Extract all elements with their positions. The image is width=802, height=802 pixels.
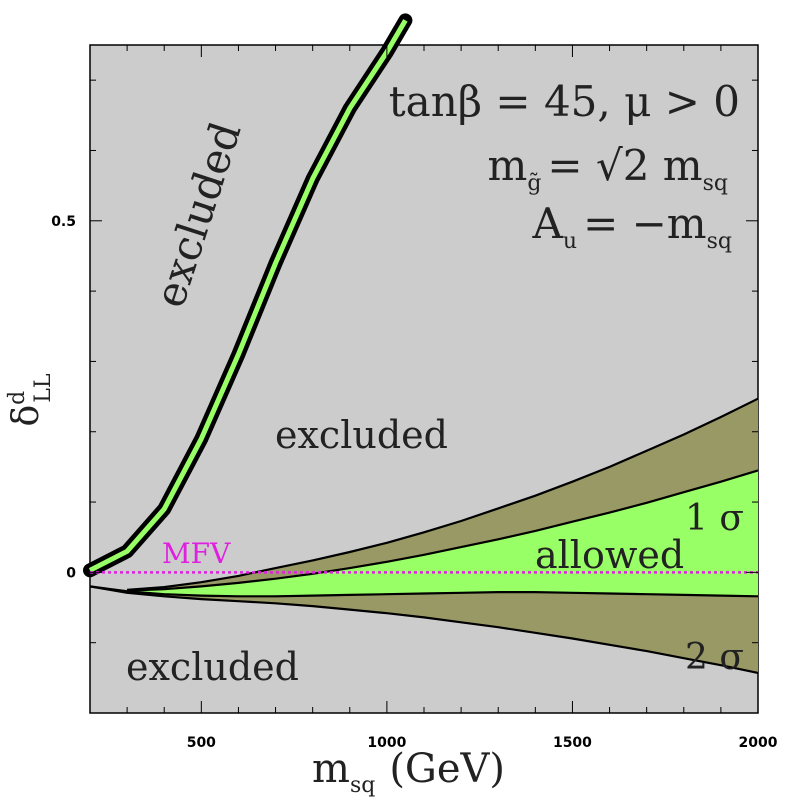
parameter-annotation: tanβ = 45, μ > 0 mg̃ = √2 msq Au = −msq [389, 77, 740, 254]
y-axis-title-main: δ [6, 405, 47, 427]
line-2sigma-upper [127, 397, 759, 591]
x-tick-label: 1500 [553, 735, 592, 751]
params-line2-b: = √2 m [547, 141, 702, 190]
allowed-bands [83, 13, 758, 673]
line-1sigma-upper [127, 469, 759, 592]
x-axis-title: msq (GeV) [312, 746, 505, 798]
params-line2-a: m [488, 141, 528, 190]
x-tick-label: 500 [187, 735, 216, 751]
y-tick-label: 0 [66, 565, 76, 581]
params-line3-a: A [532, 199, 564, 248]
boundary-lines [89, 397, 759, 674]
line-1sigma-lower [89, 585, 759, 598]
y-axis-title-sub: LL [31, 373, 56, 403]
x-axis-title-sub: sq [350, 773, 375, 798]
params-line2: mg̃ = √2 msq [488, 141, 729, 196]
params-line2-sub: g̃ [527, 171, 541, 196]
excluded-bottom-label: excluded [126, 645, 299, 689]
params-line1: tanβ = 45, μ > 0 [389, 77, 740, 126]
params-line3-sub2: sq [707, 229, 732, 254]
band-1sigma [90, 470, 758, 597]
x-axis-title-main: m [312, 746, 350, 792]
x-axis-title-unit: (GeV) [389, 746, 505, 792]
svg-text:δdLL: δdLL [5, 373, 56, 426]
params-line3: Au = −msq [532, 199, 732, 254]
two-sigma-label: 2 σ [685, 637, 744, 678]
y-axis-title: δdLL [5, 373, 56, 426]
params-line3-b: = −m [583, 199, 707, 248]
svg-text:Au= −msq: Au = −msq [532, 199, 732, 254]
allowed-label: allowed [535, 533, 684, 577]
axis-ticks: 500 1000 1500 2000 0 0.5 [51, 45, 778, 751]
params-line3-sub: u [563, 229, 577, 254]
line-2sigma-lower [89, 585, 759, 674]
params-line2-sub2: sq [703, 171, 728, 196]
one-sigma-label: 1 σ [685, 498, 744, 539]
x-tick-label: 1000 [367, 735, 406, 751]
upper-branch-allowed [88, 19, 408, 573]
excluded-middle-label: excluded [275, 413, 448, 457]
band-2sigma [90, 398, 758, 673]
svg-text:mg̃= √2 msq: mg̃ = √2 msq [488, 141, 729, 196]
y-tick-label: 0.5 [51, 214, 76, 230]
mfv-label: MFV [162, 537, 231, 570]
y-axis-title-sup: d [5, 391, 30, 405]
x-tick-label: 2000 [739, 735, 778, 751]
